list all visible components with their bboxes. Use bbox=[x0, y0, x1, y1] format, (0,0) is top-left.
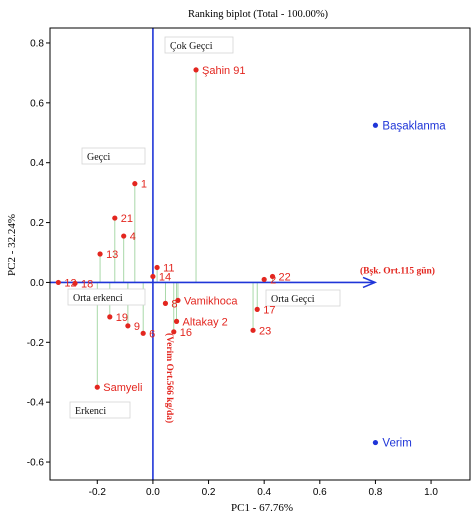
x-tick-label: 0.2 bbox=[202, 487, 216, 498]
genotype-label: 23 bbox=[259, 325, 271, 337]
arrowhead bbox=[362, 276, 378, 289]
x-tick-label: 0.4 bbox=[257, 487, 271, 498]
x-tick-label: -0.2 bbox=[89, 487, 107, 498]
y-tick-label: -0.4 bbox=[27, 398, 45, 409]
sector-label-box bbox=[67, 288, 146, 306]
genotype-point bbox=[250, 327, 256, 333]
genotype-point bbox=[154, 264, 160, 271]
genotype-point bbox=[125, 323, 131, 329]
genotype-label: Altakay 2 bbox=[183, 316, 228, 328]
genotype-label: 4 bbox=[130, 231, 136, 243]
genotype-point bbox=[132, 181, 138, 187]
y-tick-label: -0.6 bbox=[27, 458, 45, 469]
genotype-point bbox=[94, 384, 100, 390]
sector-label: Orta erkenci bbox=[73, 293, 123, 304]
horizontal-reference-label: (Bşk. Ort.115 gün) bbox=[360, 265, 435, 276]
y-tick-label: 0.8 bbox=[30, 38, 44, 49]
sector-label: Orta Geçci bbox=[271, 294, 315, 305]
genotype-label: 14 bbox=[159, 271, 171, 283]
genotype-label: 12 bbox=[64, 277, 76, 289]
sector-label: Erkenci bbox=[75, 406, 106, 417]
genotype-point bbox=[150, 273, 156, 280]
genotype-label: 1 bbox=[141, 179, 147, 191]
sector-label-box bbox=[81, 147, 146, 165]
genotype-label: 16 bbox=[180, 327, 192, 339]
genotype-label: 19 bbox=[116, 312, 128, 324]
genotype-point bbox=[162, 300, 169, 306]
genotype-point bbox=[171, 329, 177, 335]
genotype-label: 8 bbox=[171, 298, 177, 310]
sector-label-box bbox=[69, 401, 131, 419]
x-tick-label: 0.0 bbox=[146, 487, 160, 498]
x-tick-label: 0.6 bbox=[313, 487, 327, 498]
genotype-label: 22 bbox=[279, 271, 291, 283]
genotype-point bbox=[72, 280, 78, 286]
genotype-label: 2 bbox=[270, 274, 276, 286]
tester-point bbox=[372, 122, 379, 128]
genotype-label: 6 bbox=[149, 328, 155, 340]
genotype-point bbox=[107, 314, 113, 320]
y-tick-label: -0.2 bbox=[27, 338, 45, 349]
y-axis-label: PC2 - 32.24% bbox=[6, 214, 18, 276]
genotype-label: 18 bbox=[81, 278, 93, 290]
genotype-point bbox=[140, 330, 146, 336]
genotype-label: 17 bbox=[263, 304, 275, 316]
x-axis-label: PC1 - 67.76% bbox=[231, 502, 293, 514]
genotype-label: 11 bbox=[163, 262, 174, 274]
y-tick-label: 0.0 bbox=[30, 278, 44, 289]
genotype-point bbox=[97, 251, 103, 257]
genotype-point bbox=[254, 306, 260, 312]
genotype-label: Şahin 91 bbox=[202, 65, 245, 77]
sector-label: Çok Geçci bbox=[170, 41, 213, 52]
sector-label-box bbox=[164, 36, 234, 54]
x-tick-label: 1.0 bbox=[424, 487, 438, 498]
tester-label: Verim bbox=[382, 438, 411, 450]
x-tick-label: 0.8 bbox=[368, 487, 382, 498]
genotype-label: Vamikhoca bbox=[184, 295, 238, 307]
genotype-point bbox=[193, 67, 199, 73]
sector-label: Geçci bbox=[87, 152, 111, 163]
y-tick-label: 0.4 bbox=[30, 158, 44, 169]
plot-frame bbox=[49, 27, 471, 481]
genotype-point bbox=[112, 215, 118, 221]
genotype-label: 13 bbox=[106, 249, 118, 261]
chart-title: Ranking biplot (Total - 100.00%) bbox=[188, 9, 329, 20]
reference-axes: (Bşk. Ort.115 gün) (Verim Ort.566 kg/da) bbox=[50, 28, 435, 480]
genotype-point bbox=[261, 276, 267, 283]
plot-frame-group: -0.2 0.0 0.2 0.4 0.6 0.8 1.0 0.8 0.6 0.4 0.2 0.0 -0.… bbox=[27, 27, 471, 498]
genotype-point bbox=[55, 279, 61, 286]
sector-label-box bbox=[265, 289, 341, 307]
genotype-label: Samyeli bbox=[103, 382, 142, 394]
sector-labels: Çok Geçci Geçci Orta erkenci Orta Geçci Erke… bbox=[67, 36, 341, 419]
genotype-point bbox=[121, 233, 127, 239]
y-tick-label: 0.6 bbox=[30, 98, 44, 109]
genotype-label: 9 bbox=[134, 321, 140, 333]
genotype-point bbox=[269, 273, 276, 280]
tester-label: Başaklanma bbox=[382, 120, 446, 132]
genotype-label: 21 bbox=[121, 213, 133, 225]
genotype-point bbox=[173, 318, 180, 324]
vertical-reference-label: (Verim Ort.566 kg/da) bbox=[164, 333, 175, 423]
tester-point bbox=[372, 439, 379, 446]
y-tick-label: 0.2 bbox=[30, 218, 44, 229]
genotype-point bbox=[175, 297, 181, 303]
